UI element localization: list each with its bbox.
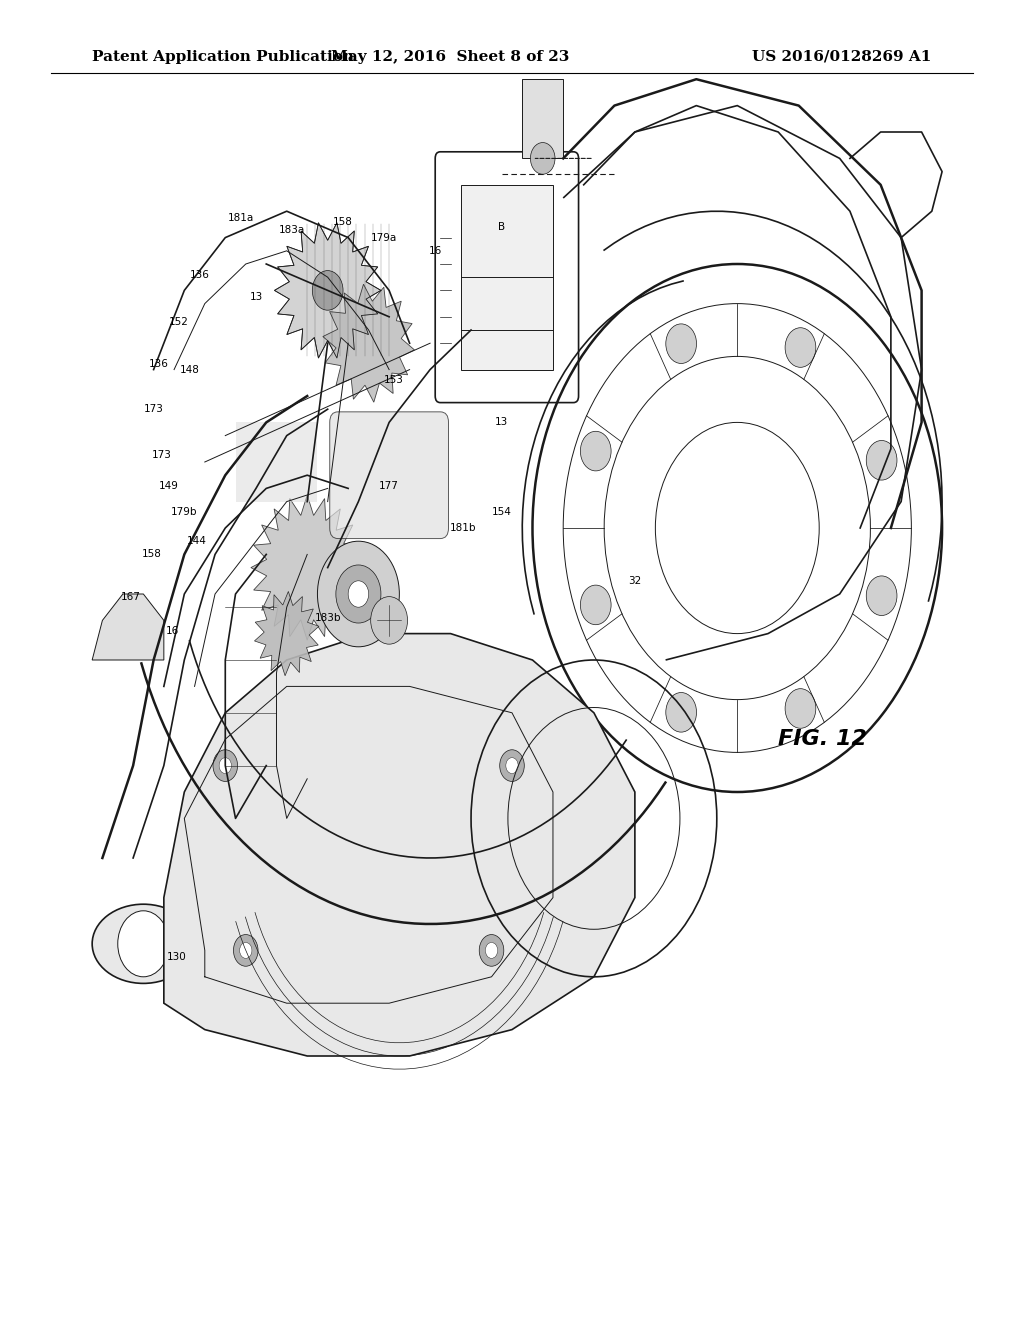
Text: US 2016/0128269 A1: US 2016/0128269 A1 (753, 50, 932, 63)
Text: 179b: 179b (171, 507, 198, 517)
Text: 13: 13 (496, 417, 508, 428)
Text: Patent Application Publication: Patent Application Publication (92, 50, 354, 63)
Circle shape (866, 576, 897, 615)
Circle shape (213, 750, 238, 781)
Text: 181b: 181b (450, 523, 476, 533)
Circle shape (500, 750, 524, 781)
Polygon shape (254, 591, 319, 676)
Text: 173: 173 (152, 450, 172, 461)
FancyBboxPatch shape (435, 152, 579, 403)
Polygon shape (323, 284, 415, 403)
Text: 177: 177 (379, 480, 399, 491)
Polygon shape (164, 634, 635, 1056)
Text: 154: 154 (492, 507, 512, 517)
Text: 152: 152 (169, 317, 189, 327)
FancyBboxPatch shape (330, 412, 449, 539)
Circle shape (866, 441, 897, 480)
Circle shape (785, 689, 816, 729)
Circle shape (485, 942, 498, 958)
Polygon shape (274, 223, 381, 358)
Text: 13: 13 (250, 292, 262, 302)
Circle shape (530, 143, 555, 174)
Circle shape (219, 758, 231, 774)
Polygon shape (251, 495, 364, 640)
Text: B: B (499, 222, 505, 232)
Polygon shape (92, 594, 164, 660)
Circle shape (312, 271, 343, 310)
Text: 181a: 181a (227, 213, 254, 223)
Text: 144: 144 (186, 536, 207, 546)
Circle shape (118, 911, 169, 977)
Text: 148: 148 (179, 364, 200, 375)
Text: 158: 158 (333, 216, 353, 227)
Text: 32: 32 (629, 576, 641, 586)
Text: 183a: 183a (279, 224, 305, 235)
Text: 153: 153 (384, 375, 404, 385)
Text: 149: 149 (159, 480, 179, 491)
Text: 167: 167 (121, 591, 141, 602)
Circle shape (240, 942, 252, 958)
Circle shape (581, 432, 611, 471)
Text: 130: 130 (167, 952, 187, 962)
Circle shape (506, 758, 518, 774)
Circle shape (785, 327, 816, 367)
Circle shape (581, 585, 611, 624)
Bar (461, 185, 553, 370)
Circle shape (348, 581, 369, 607)
Text: FIG. 12: FIG. 12 (778, 729, 867, 750)
Text: May 12, 2016  Sheet 8 of 23: May 12, 2016 Sheet 8 of 23 (332, 50, 569, 63)
Circle shape (317, 541, 399, 647)
Bar (522, 79, 563, 158)
Circle shape (336, 565, 381, 623)
Circle shape (371, 597, 408, 644)
Circle shape (666, 693, 696, 733)
Text: 16: 16 (429, 246, 441, 256)
Text: 16: 16 (166, 626, 178, 636)
Circle shape (666, 323, 696, 363)
Circle shape (233, 935, 258, 966)
Text: 173: 173 (143, 404, 164, 414)
Ellipse shape (92, 904, 195, 983)
Text: 179a: 179a (371, 232, 397, 243)
Bar (236, 422, 317, 502)
Circle shape (479, 935, 504, 966)
Text: 183b: 183b (314, 612, 341, 623)
Text: 136: 136 (189, 269, 210, 280)
Text: 136: 136 (148, 359, 169, 370)
Text: 158: 158 (141, 549, 162, 560)
